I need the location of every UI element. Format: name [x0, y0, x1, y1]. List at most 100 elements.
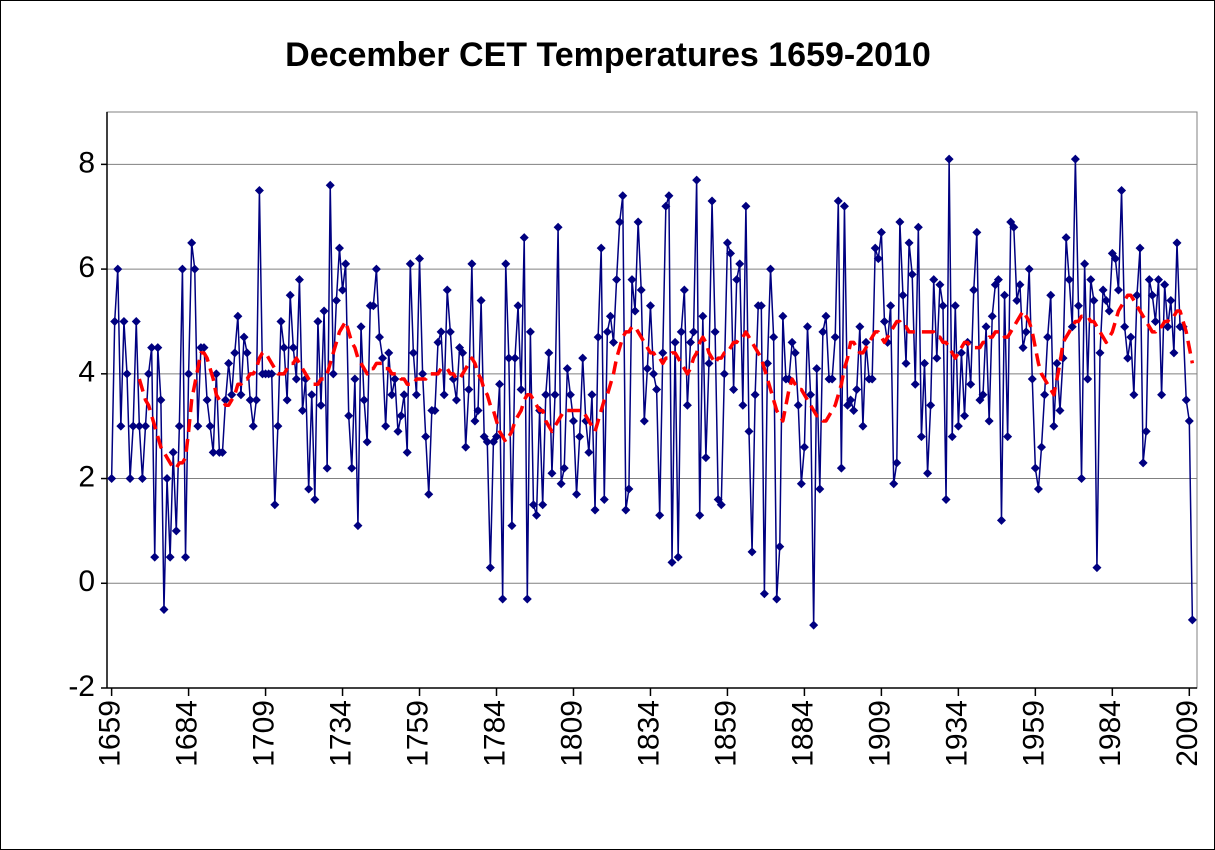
data-point [772, 594, 782, 604]
data-point [935, 280, 945, 290]
data-point [233, 311, 243, 321]
data-point [181, 552, 191, 562]
data-point [1061, 233, 1071, 243]
data-point [947, 432, 957, 442]
data-point [1181, 395, 1191, 405]
data-point [313, 316, 323, 326]
data-point [1160, 280, 1170, 290]
data-point [1095, 348, 1105, 358]
data-point [652, 385, 662, 395]
data-point [458, 348, 468, 358]
data-point [276, 316, 286, 326]
data-point [599, 494, 609, 504]
data-point [926, 400, 936, 410]
data-point [562, 364, 572, 374]
data-point [436, 327, 446, 337]
data-point [1043, 332, 1053, 342]
data-point [1144, 275, 1154, 285]
data-point [282, 395, 292, 405]
data-point [556, 479, 566, 489]
data-point [1098, 285, 1108, 295]
data-point [892, 458, 902, 468]
data-point [467, 259, 477, 269]
data-point [140, 421, 150, 431]
data-point [1150, 316, 1160, 326]
data-point [344, 411, 354, 421]
data-point [1064, 275, 1074, 285]
data-point [898, 290, 908, 300]
x-tick-label: 1884 [786, 700, 819, 767]
data-point [735, 259, 745, 269]
data-point [1120, 322, 1130, 332]
data-point [692, 175, 702, 185]
x-tick-label: 1809 [555, 700, 588, 767]
data-point [1169, 348, 1179, 358]
data-point [1138, 458, 1148, 468]
data-point [572, 489, 582, 499]
data-point [532, 510, 542, 520]
data-point [550, 390, 560, 400]
data-point [137, 474, 147, 484]
data-point [716, 500, 726, 510]
data-point [307, 390, 317, 400]
data-point [116, 421, 126, 431]
data-point [1163, 322, 1173, 332]
data-point [802, 322, 812, 332]
data-point [916, 432, 926, 442]
data-point [904, 238, 914, 248]
data-point [1009, 222, 1019, 232]
x-tick-label: 1684 [171, 700, 204, 767]
data-point [732, 275, 742, 285]
data-point [867, 374, 877, 384]
data-point [184, 369, 194, 379]
data-point [279, 343, 289, 353]
data-point [830, 332, 840, 342]
data-point [378, 353, 388, 363]
data-point [393, 426, 403, 436]
data-point [596, 243, 606, 253]
data-point [966, 379, 976, 389]
x-tick-label: 1784 [478, 700, 511, 767]
data-point [221, 395, 231, 405]
data-point [464, 385, 474, 395]
data-point [482, 437, 492, 447]
data-point [501, 259, 511, 269]
x-tick-label: 1834 [632, 700, 665, 767]
data-point [1184, 416, 1194, 426]
data-point [895, 217, 905, 227]
data-point [1080, 259, 1090, 269]
data-point [627, 275, 637, 285]
data-point [756, 301, 766, 311]
data-point [371, 264, 381, 274]
data-point [476, 296, 486, 306]
data-point [553, 222, 563, 232]
data-point [621, 505, 631, 515]
data-point [359, 395, 369, 405]
data-point [944, 154, 954, 164]
data-point [615, 217, 625, 227]
x-tick-label: 1934 [940, 700, 973, 767]
data-point [812, 364, 822, 374]
data-point [208, 447, 218, 457]
data-point [1000, 290, 1010, 300]
data-point [938, 301, 948, 311]
data-point [661, 201, 671, 211]
y-tick-label: 0 [78, 565, 95, 598]
data-point [1015, 280, 1025, 290]
data-point [587, 390, 597, 400]
data-point [495, 379, 505, 389]
data-point [405, 259, 415, 269]
data-point [849, 405, 859, 415]
data-point [960, 411, 970, 421]
data-point [676, 327, 686, 337]
data-point [375, 332, 384, 342]
data-point [950, 301, 960, 311]
data-point [787, 337, 797, 347]
data-point [815, 484, 825, 494]
data-point [316, 400, 326, 410]
data-point [1086, 275, 1096, 285]
data-point [131, 316, 141, 326]
data-point [128, 421, 138, 431]
data-point [421, 432, 431, 442]
data-point [1129, 390, 1139, 400]
